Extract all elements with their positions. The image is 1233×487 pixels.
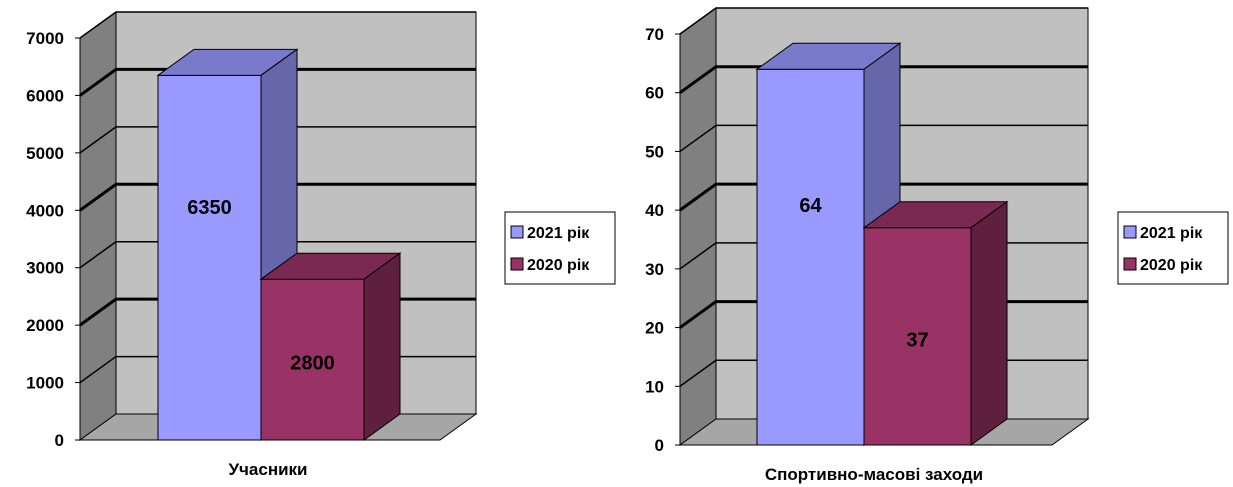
gridline: [679, 182, 1088, 212]
gridlines: [79, 11, 476, 384]
y-tick-label: 40: [645, 201, 664, 220]
bar-front: [157, 74, 262, 441]
y-tick-labels: 0 10 20 30 40 50 60 70: [645, 25, 664, 455]
y-tick-label: 2000: [26, 316, 64, 335]
legend-frame: [504, 211, 616, 285]
y-tick-label: 50: [645, 142, 664, 161]
gridline: [679, 7, 1088, 35]
data-label-2020: 2800: [290, 353, 335, 375]
y-tick-label: 5000: [26, 144, 64, 163]
legend-label-2021: 2021 рік: [1140, 225, 1203, 242]
bar-side: [363, 252, 401, 441]
legend-swatch-2021: [510, 225, 524, 239]
legend-label-2021: 2021 рік: [527, 225, 590, 242]
y-tick-label: 4000: [26, 201, 64, 220]
bar-side: [970, 200, 1008, 446]
y-tick-label: 3000: [26, 259, 64, 278]
gridline: [679, 65, 1088, 94]
chart-sport-events: 0 10 20 30 40 50 60 70 64 37 Спортивно-м…: [645, 7, 1229, 484]
chart-participants: 0 1000 2000 3000 4000 5000 6000 7000 635…: [26, 11, 616, 479]
bar-2020: [862, 200, 1009, 446]
data-labels: 6350 2800: [187, 197, 335, 375]
legend: 2021 рік 2020 рік: [1117, 211, 1229, 285]
data-label-2021: 64: [799, 195, 822, 217]
y-axis: [675, 33, 1052, 446]
data-labels: 64 37: [799, 195, 928, 351]
y-tick-labels: 0 1000 2000 3000 4000 5000 6000 7000: [26, 29, 64, 450]
category-label: Учасники: [228, 460, 307, 479]
bars: [156, 48, 402, 441]
y-tick-label: 70: [645, 25, 664, 44]
y-tick-label: 20: [645, 319, 664, 338]
gridline: [679, 124, 1088, 153]
y-axis: [75, 37, 440, 441]
gridline: [79, 126, 476, 154]
side-wall: [79, 11, 117, 441]
gridline: [79, 240, 476, 269]
legend-label-2020: 2020 рік: [527, 257, 590, 274]
legend: 2021 рік 2020 рік: [504, 211, 616, 285]
y-tick-label: 0: [55, 431, 64, 450]
y-tick-label: 30: [645, 260, 664, 279]
bar-2020: [259, 252, 402, 441]
gridline: [79, 11, 476, 39]
data-label-2021: 6350: [187, 197, 232, 219]
category-label: Спортивно-масові заходи: [765, 465, 983, 484]
legend-frame: [1117, 211, 1229, 285]
y-tick-label: 6000: [26, 86, 64, 105]
y-tick-label: 7000: [26, 29, 64, 48]
side-wall: [679, 7, 717, 446]
legend-swatch-2021: [1123, 225, 1137, 239]
gridline: [79, 182, 476, 212]
y-tick-label: 10: [645, 377, 664, 396]
data-label-2020: 37: [906, 329, 928, 351]
bar-front: [756, 68, 865, 446]
legend-swatch-2020: [510, 257, 524, 271]
y-tick-label: 0: [655, 436, 664, 455]
legend-swatch-2020: [1123, 257, 1137, 271]
y-tick-label: 1000: [26, 374, 64, 393]
legend-label-2020: 2020 рік: [1140, 257, 1203, 274]
y-tick-label: 60: [645, 84, 664, 103]
gridline: [79, 67, 476, 97]
